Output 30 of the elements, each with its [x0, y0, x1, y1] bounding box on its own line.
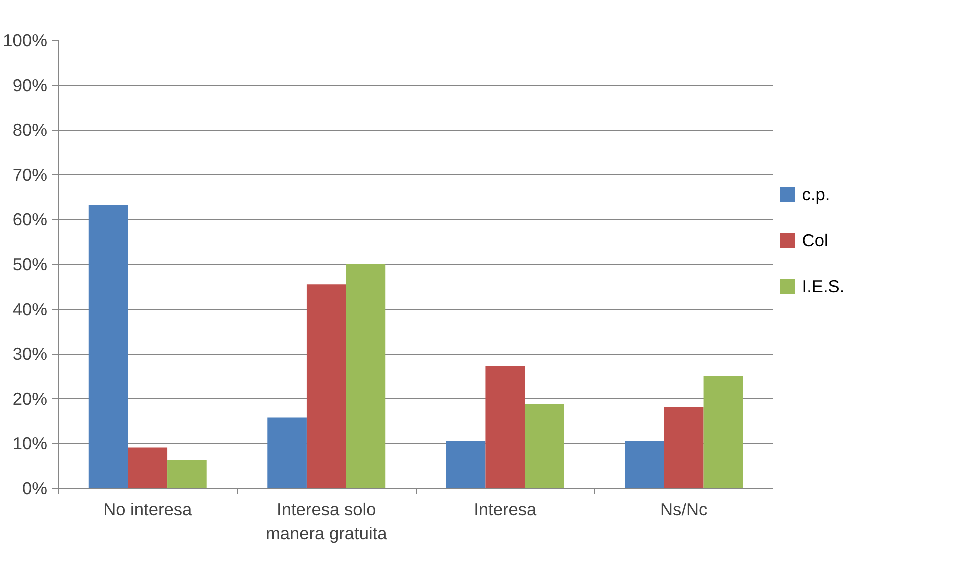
legend-label: c.p. — [802, 184, 830, 204]
bar — [88, 205, 128, 488]
y-tick-label: 80% — [12, 120, 48, 140]
legend-label: Col — [802, 230, 828, 250]
bar — [268, 418, 307, 488]
legend-label: I.E.S. — [802, 276, 845, 296]
bar — [525, 404, 564, 488]
x-tick-label: Interesa — [474, 500, 538, 520]
y-tick-label: 20% — [12, 388, 48, 409]
y-tick-label: 70% — [12, 164, 48, 185]
x-tick-label: No interesa — [104, 500, 193, 520]
y-tick-label: 0% — [22, 478, 48, 498]
bar — [704, 376, 744, 488]
bar — [664, 406, 704, 488]
y-tick-label: 10% — [12, 434, 48, 454]
y-tick-label: 60% — [12, 210, 48, 230]
x-tick-label: Interesa solo manera gratuita — [266, 500, 388, 544]
bar — [486, 366, 526, 488]
bar — [306, 284, 346, 488]
y-tick-label: 50% — [12, 254, 48, 274]
bar — [625, 441, 664, 488]
bar — [346, 264, 386, 488]
bar — [128, 448, 168, 488]
bar — [168, 460, 207, 488]
x-tick-label: Ns/Nc — [660, 500, 708, 520]
y-tick-label: 100% — [3, 30, 48, 50]
bar — [446, 441, 486, 488]
y-tick-label: 30% — [12, 344, 48, 364]
y-tick-label: 90% — [12, 75, 48, 96]
y-tick-label: 40% — [12, 299, 48, 320]
